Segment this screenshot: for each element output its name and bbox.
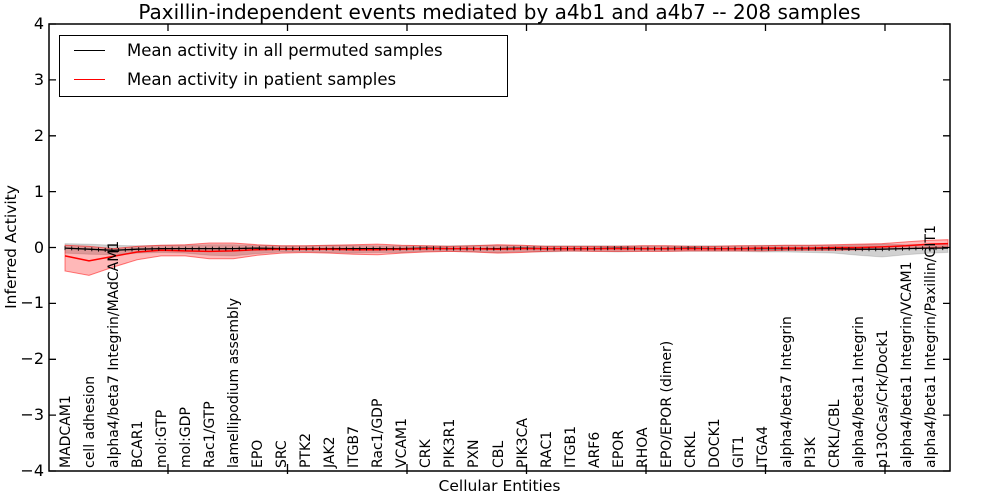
y-tick-label: 1 bbox=[33, 181, 44, 201]
patient-mean-line bbox=[64, 242, 949, 262]
patient-confidence-band bbox=[64, 239, 949, 276]
y-tick-label: −3 bbox=[20, 405, 44, 425]
x-tick-label: CRK bbox=[418, 439, 435, 468]
x-tick-label: PTK2 bbox=[298, 432, 315, 468]
y-tick-label: 0 bbox=[33, 237, 44, 257]
x-tick-label: DOCK1 bbox=[706, 418, 723, 468]
x-tick-label: MADCAM1 bbox=[58, 395, 74, 468]
x-tick-label: JAK2 bbox=[322, 436, 339, 468]
x-tick-label: ARF6 bbox=[586, 431, 603, 468]
legend-entry-label: Mean activity in patient samples bbox=[127, 70, 397, 89]
x-tick-label: VCAM1 bbox=[394, 418, 411, 468]
legend-entry-label: Mean activity in all permuted samples bbox=[127, 41, 443, 60]
x-tick-label: CRKL bbox=[682, 431, 699, 468]
x-tick-label: EPOR bbox=[610, 429, 627, 468]
x-tick-label: ITGA4 bbox=[754, 425, 771, 468]
axis-ticks bbox=[49, 23, 950, 474]
x-tick-label: EPO/EPOR (dimer) bbox=[658, 340, 675, 468]
x-tick-label: mol:GTP bbox=[154, 409, 171, 468]
x-tick-label: CRKL/CBL bbox=[826, 399, 843, 468]
x-tick-label: RHOA bbox=[634, 427, 651, 468]
x-tick-label: alpha4/beta1 Integrin bbox=[850, 316, 867, 468]
data-point-markers bbox=[64, 246, 944, 253]
x-tick-label: ITGB1 bbox=[562, 425, 579, 468]
x-tick-label: lamellipodium assembly bbox=[226, 297, 243, 468]
x-tick-label: PI3K bbox=[802, 437, 819, 468]
y-tick-label: 4 bbox=[33, 14, 44, 33]
y-tick-label: −4 bbox=[20, 461, 44, 480]
x-tick-label: SRC bbox=[274, 440, 291, 468]
x-tick-label: GIT1 bbox=[730, 435, 747, 468]
legend-entry: Mean activity in patient samples bbox=[60, 65, 507, 94]
y-tick-label: −2 bbox=[20, 349, 44, 369]
x-tick-label: RAC1 bbox=[538, 430, 555, 468]
y-tick-label: 2 bbox=[33, 125, 44, 145]
x-axis-label: Cellular Entities bbox=[438, 477, 561, 495]
legend-entry: Mean activity in all permuted samples bbox=[60, 36, 507, 65]
x-tick-label: PIK3CA bbox=[514, 417, 531, 468]
legend-line-sample bbox=[74, 79, 105, 80]
x-tick-label: PXN bbox=[466, 439, 483, 468]
x-tick-label: p130Cas/Crk/Dock1 bbox=[874, 329, 891, 468]
x-tick-label: alpha4/beta1 Integrin/Paxillin/GIT1 bbox=[923, 225, 939, 468]
x-tick-label: alpha4/beta1 Integrin/VCAM1 bbox=[898, 261, 915, 469]
legend: Mean activity in all permuted samples Mea… bbox=[59, 35, 508, 97]
x-tick-label: Rac1/GTP bbox=[202, 401, 219, 468]
x-tick-label: alpha4/beta7 Integrin/MAdCAM1 bbox=[106, 240, 123, 468]
x-tick-label: mol:GDP bbox=[178, 407, 195, 468]
chart-title: Paxillin-independent events mediated by … bbox=[138, 0, 861, 24]
legend-line-sample bbox=[74, 50, 105, 51]
x-tick-label: cell adhesion bbox=[82, 375, 99, 468]
x-tick-label: ITGB7 bbox=[346, 425, 363, 468]
x-tick-label: PIK3R1 bbox=[442, 418, 459, 468]
x-tick-label: CBL bbox=[490, 440, 507, 468]
y-tick-label: −1 bbox=[20, 293, 44, 313]
x-tick-label: EPO bbox=[250, 439, 267, 468]
x-tick-label: alpha4/beta7 Integrin bbox=[778, 316, 795, 468]
x-tick-label: BCAR1 bbox=[130, 420, 147, 468]
y-tick-label: 3 bbox=[33, 69, 44, 89]
x-tick-label: Rac1/GDP bbox=[370, 398, 387, 468]
